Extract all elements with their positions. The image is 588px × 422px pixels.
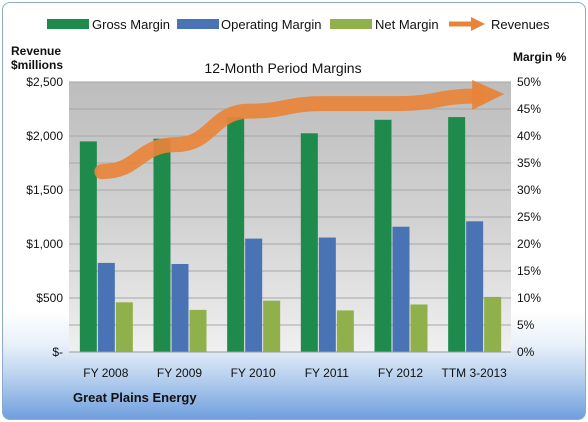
legend-arrowhead-revenues [471, 17, 485, 31]
revenues-line [94, 88, 486, 180]
bar-gross-margin [153, 138, 171, 352]
right-tick-label: 5% [517, 318, 535, 332]
legend-label-revenues: Revenues [491, 17, 550, 32]
x-tick-label: FY 2010 [231, 366, 276, 380]
bar-gross-margin [79, 141, 97, 352]
bar-operating-margin [466, 221, 484, 352]
bars [79, 117, 502, 352]
revenues-arrow [94, 80, 505, 180]
bar-net-margin [189, 309, 207, 352]
x-tick-label: FY 2009 [157, 366, 202, 380]
legend-label-net-margin: Net Margin [375, 17, 439, 32]
bar-operating-margin [245, 238, 263, 352]
bar-gross-margin [227, 117, 245, 352]
revenues-arrowhead [472, 80, 505, 111]
right-tick-label: 30% [517, 183, 541, 197]
right-tick-label: 45% [517, 102, 541, 116]
x-tick-label: FY 2008 [83, 366, 128, 380]
legend: Gross Margin Operating Margin Net Margin… [47, 17, 550, 32]
bar-operating-margin [318, 237, 336, 352]
chart-svg: Gross Margin Operating Margin Net Margin… [11, 17, 567, 405]
legend-swatch-gross-margin [47, 19, 89, 29]
left-tick-label: $1,500 [26, 183, 63, 197]
bar-net-margin [263, 300, 281, 352]
x-tick-label: TTM 3-2013 [441, 366, 507, 380]
right-axis: 0% 5% 10% 15% 20% 25% 30% 35% 40% 45% 50% [517, 75, 541, 359]
right-tick-label: 25% [517, 210, 541, 224]
bar-net-margin [336, 310, 354, 352]
right-tick-label: 35% [517, 156, 541, 170]
left-tick-label: $1,000 [26, 237, 63, 251]
bar-operating-margin [392, 226, 410, 352]
right-tick-label: 15% [517, 264, 541, 278]
bar-gross-margin [448, 117, 466, 352]
left-axis: $- $500 $1,000 $1,500 $2,000 $2,500 [26, 75, 63, 359]
bar-gross-margin [300, 133, 318, 352]
left-axis-title-line1: Revenue [11, 44, 61, 58]
bar-operating-margin [97, 262, 115, 352]
right-axis-title: Margin % [513, 50, 567, 64]
right-tick-label: 10% [517, 291, 541, 305]
left-tick-label: $2,500 [26, 75, 63, 89]
legend-label-operating-margin: Operating Margin [221, 17, 321, 32]
x-tick-label: FY 2011 [305, 366, 350, 380]
right-tick-label: 40% [517, 129, 541, 143]
bar-net-margin [115, 302, 133, 352]
chart-title: 12-Month Period Margins [204, 60, 361, 76]
bar-net-margin [484, 296, 502, 352]
legend-swatch-operating-margin [177, 19, 219, 29]
right-tick-label: 0% [517, 345, 535, 359]
bar-operating-margin [171, 263, 189, 352]
left-tick-label: $- [52, 345, 63, 359]
bar-gross-margin [374, 119, 392, 352]
company-name: Great Plains Energy [73, 390, 197, 405]
legend-swatch-net-margin [330, 19, 372, 29]
x-tick-label: FY 2012 [378, 366, 423, 380]
x-axis: FY 2008 FY 2009 FY 2010 FY 2011 FY 2012 TTM 3… [83, 366, 507, 380]
left-tick-label: $2,000 [26, 129, 63, 143]
right-tick-label: 50% [517, 75, 541, 89]
left-axis-title-line2: $millions [11, 58, 63, 72]
right-tick-label: 20% [517, 237, 541, 251]
left-tick-label: $500 [36, 291, 63, 305]
legend-label-gross-margin: Gross Margin [92, 17, 170, 32]
bar-net-margin [410, 304, 428, 352]
